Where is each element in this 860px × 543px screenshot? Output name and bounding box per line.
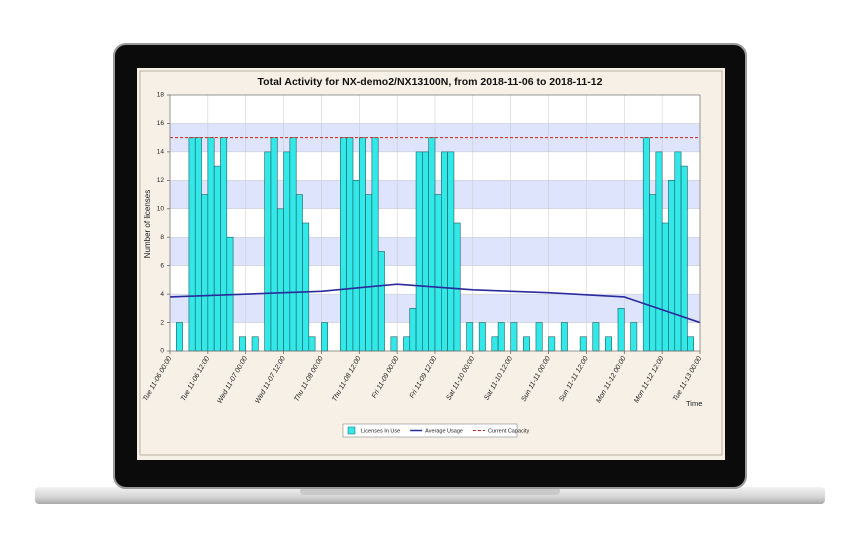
bar	[194, 137, 202, 352]
bar	[523, 336, 530, 352]
x-tick-label: Tue 11-06 00:00	[142, 355, 173, 402]
bar	[321, 322, 329, 352]
bar	[661, 222, 669, 352]
bar	[579, 336, 587, 352]
average-line	[169, 283, 701, 324]
x-tick-label: Tue 11-06 12:00	[180, 355, 211, 402]
x-tick-label: Thu 11-08 12:00	[331, 355, 363, 403]
bar	[264, 151, 272, 352]
bar	[415, 151, 423, 352]
bar	[441, 151, 448, 352]
bar	[478, 322, 486, 352]
bar	[346, 137, 354, 352]
bar	[403, 336, 411, 352]
laptop-base	[35, 487, 825, 504]
x-axis-label: Time	[686, 399, 702, 408]
bar	[510, 322, 518, 352]
bar	[687, 336, 694, 352]
bar	[605, 336, 612, 352]
bar	[491, 336, 499, 352]
bar	[560, 322, 568, 352]
bar	[466, 322, 474, 352]
legend-label: Average Usage	[425, 428, 463, 434]
bar	[453, 222, 461, 352]
bar	[352, 180, 360, 352]
bar	[642, 137, 650, 352]
x-tick-label: Sat 11-10 00:00	[445, 355, 476, 401]
x-tick-label: Sun 11-11 12:00	[558, 355, 589, 403]
bar	[276, 208, 284, 352]
bar	[655, 151, 663, 352]
x-tick-label: Sun 11-11 00:00	[520, 355, 551, 403]
bar	[390, 336, 398, 352]
x-tick-label: Wed 11-07 00:00	[216, 355, 249, 405]
bar	[213, 165, 221, 352]
bar	[295, 194, 303, 352]
y-tick-label: 10	[157, 205, 165, 212]
bar	[308, 336, 316, 352]
y-tick-label: 2	[160, 319, 164, 326]
bar	[340, 137, 347, 352]
bar	[365, 194, 373, 352]
bar	[251, 336, 259, 352]
chart-frame	[139, 70, 723, 456]
x-tick-label: Fri 11-09 12:00	[409, 355, 439, 399]
bar	[668, 180, 676, 352]
x-tick-label: Fri 11-09 00:00	[371, 355, 401, 399]
bar	[207, 137, 215, 352]
bar	[434, 194, 442, 352]
bar	[428, 137, 436, 352]
bar	[283, 151, 291, 352]
plot-border	[169, 94, 701, 352]
x-tick-label: Mon 11-12 00:00	[595, 355, 627, 404]
legend-label: Licenses In Use	[361, 428, 400, 434]
y-tick-label: 14	[157, 149, 165, 156]
y-tick-label: 8	[160, 234, 164, 241]
legend-box	[342, 423, 518, 438]
y-tick-label: 6	[160, 262, 164, 269]
x-tick-label: Mon 11-12 12:00	[633, 355, 665, 404]
x-tick-label: Thu 11-08 00:00	[293, 355, 325, 403]
bar	[497, 322, 505, 352]
y-tick-label: 4	[160, 291, 164, 298]
bar	[270, 137, 278, 352]
bar	[371, 137, 379, 352]
bar	[409, 308, 417, 352]
bar	[201, 194, 209, 352]
y-tick-label: 16	[157, 120, 165, 127]
bar	[649, 194, 657, 352]
bar	[239, 336, 247, 352]
x-tick-label: Tue 11-13 00:00	[672, 355, 703, 402]
chart-title: Total Activity for NX-demo2/NX13100N, fr…	[258, 76, 603, 88]
bar	[302, 222, 310, 352]
bar	[617, 308, 625, 352]
y-axis-label: Number of licenses	[143, 190, 152, 258]
bar	[447, 151, 455, 352]
legend-label: Current Capacity	[488, 428, 530, 434]
bar	[377, 251, 385, 352]
bar	[535, 322, 543, 352]
bar	[176, 322, 183, 352]
bar	[358, 137, 366, 352]
y-tick-label: 18	[157, 92, 165, 99]
bar	[188, 137, 196, 352]
bar	[630, 322, 638, 352]
y-tick-label: 12	[157, 177, 165, 184]
bar	[592, 322, 600, 352]
bar	[289, 137, 297, 352]
bar	[422, 151, 429, 352]
bar	[680, 165, 688, 352]
y-tick-label: 0	[160, 348, 164, 355]
bar	[674, 151, 682, 352]
x-tick-label: Wed 11-07 12:00	[254, 355, 287, 405]
bar	[220, 137, 228, 352]
bar	[548, 336, 556, 352]
legend-swatch	[347, 426, 356, 435]
x-tick-label: Sat 11-10 12:00	[483, 355, 514, 401]
